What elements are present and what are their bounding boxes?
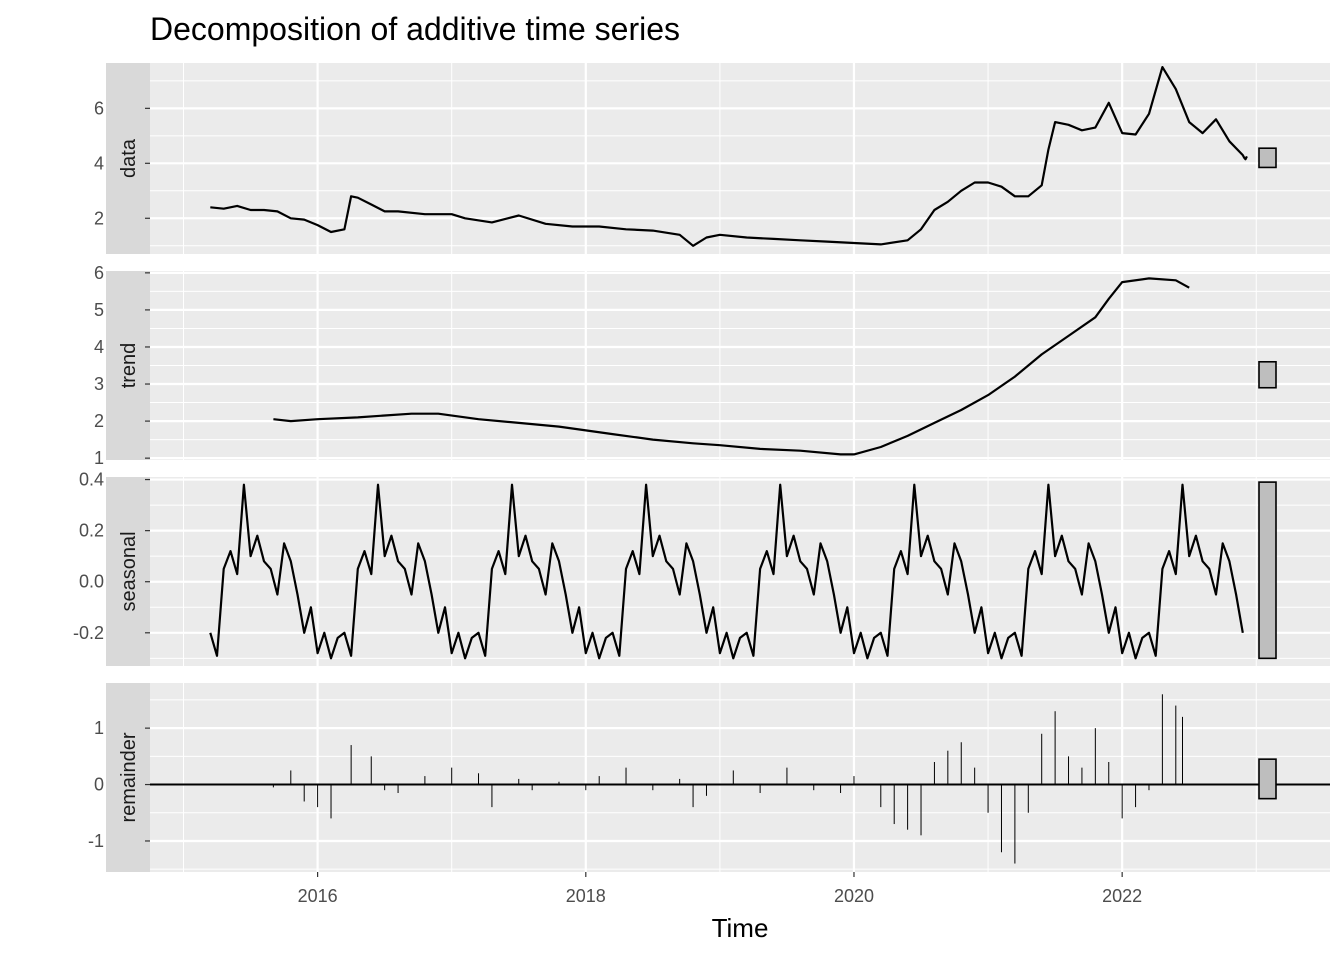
y-tick-label-seasonal: 0.0 — [79, 572, 104, 592]
y-tick-label-trend: 6 — [94, 263, 104, 283]
panel-remainder: remainder -1 0 1 — [88, 683, 1330, 872]
panel-trend: trend 1 2 3 4 5 6 — [94, 263, 1330, 468]
y-tick-label-seasonal: 0.4 — [79, 470, 104, 490]
facet-panels: data 2 4 6 trend 1 2 3 4 5 6 seasonal -0.2 0.0 0.2 0.4 r… — [73, 63, 1330, 872]
y-tick-label-trend: 4 — [94, 337, 104, 357]
strip-label-seasonal: seasonal — [118, 531, 140, 611]
strip-label-remainder: remainder — [118, 732, 140, 822]
chart-title: Decomposition of additive time series — [150, 11, 680, 47]
y-tick-label-seasonal: -0.2 — [73, 623, 104, 643]
y-tick-label-trend: 5 — [94, 300, 104, 320]
y-tick-label-data: 6 — [94, 98, 104, 118]
series-line-seasonal — [209, 483, 1244, 660]
strip-trend — [106, 271, 150, 460]
x-tick-label: 2022 — [1102, 886, 1142, 906]
strip-label-trend: trend — [118, 343, 140, 389]
range-bar-data — [1258, 147, 1277, 169]
series-line-data — [210, 66, 1248, 247]
y-tick-label-remainder: 0 — [94, 775, 104, 795]
strip-seasonal — [106, 477, 150, 666]
range-bar-trend — [1258, 360, 1277, 389]
panel-data: data 2 4 6 — [94, 63, 1330, 254]
y-tick-label-data: 2 — [94, 208, 104, 228]
x-tick-label: 2020 — [834, 886, 874, 906]
y-tick-label-trend: 3 — [94, 374, 104, 394]
x-axis-title: Time — [712, 913, 769, 943]
y-tick-label-remainder: 1 — [94, 718, 104, 738]
x-axis: 2016 2018 2020 2022 — [298, 872, 1142, 906]
y-tick-label-data: 4 — [94, 153, 104, 173]
y-tick-label-remainder: -1 — [88, 831, 104, 851]
panel-background-remainder — [150, 683, 1330, 872]
panel-background-data — [150, 63, 1330, 254]
y-tick-label-seasonal: 0.2 — [79, 521, 104, 541]
panel-background-seasonal — [150, 477, 1330, 666]
series-line-trend — [273, 277, 1190, 456]
y-tick-label-trend: 1 — [94, 448, 104, 468]
x-tick-label: 2016 — [298, 886, 338, 906]
panel-seasonal: seasonal -0.2 0.0 0.2 0.4 — [73, 470, 1330, 666]
strip-label-data: data — [118, 138, 140, 178]
range-bar-remainder — [1258, 758, 1277, 800]
strip-data — [106, 63, 150, 254]
strip-remainder — [106, 683, 150, 872]
range-bar-seasonal — [1258, 481, 1277, 660]
y-tick-label-trend: 2 — [94, 411, 104, 431]
x-tick-label: 2018 — [566, 886, 606, 906]
